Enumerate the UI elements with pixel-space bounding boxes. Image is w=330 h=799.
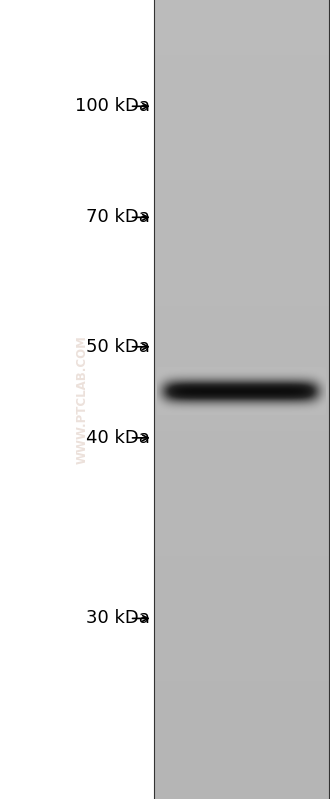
Text: 30 kDa: 30 kDa — [86, 610, 150, 627]
Text: 70 kDa: 70 kDa — [86, 209, 150, 226]
Text: 40 kDa: 40 kDa — [86, 429, 150, 447]
Bar — [154, 0, 330, 799]
Text: WWW.PTCLAB.COM: WWW.PTCLAB.COM — [76, 335, 89, 464]
Text: 50 kDa: 50 kDa — [86, 338, 150, 356]
Text: 100 kDa: 100 kDa — [75, 97, 150, 115]
